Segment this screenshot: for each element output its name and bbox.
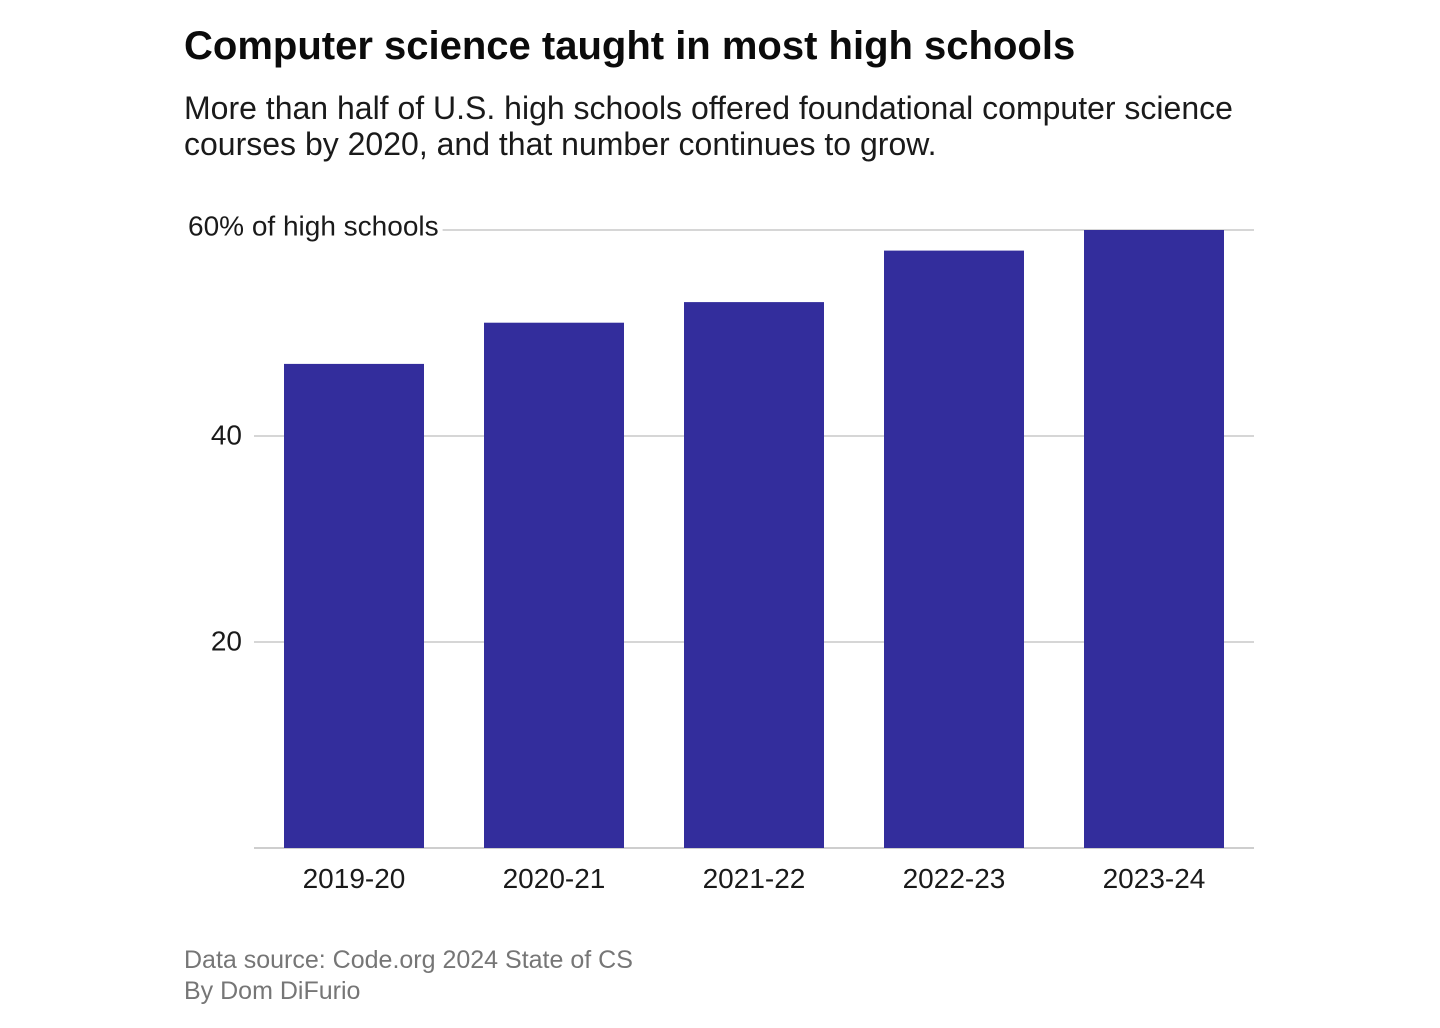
y-tick-label: 60% of high schools [188, 210, 439, 241]
y-axis-labels: 20 40 60% of high schools [188, 210, 439, 656]
bar-2023-24 [1084, 230, 1224, 848]
y-tick-label: 40 [211, 419, 242, 450]
x-tick-label: 2022-23 [903, 863, 1006, 894]
byline: By Dom DiFurio [184, 977, 361, 1005]
bar-2022-23 [884, 250, 1024, 849]
bars [284, 230, 1224, 849]
y-tick-label: 20 [211, 625, 242, 656]
x-axis-labels: 2019-20 2020-21 2021-22 2022-23 2023-24 [303, 863, 1206, 894]
bar-2020-21 [484, 322, 624, 848]
bar-2019-20 [284, 363, 424, 848]
x-tick-label: 2019-20 [303, 863, 406, 894]
chart-subtitle: More than half of U.S. high schools offe… [184, 90, 1233, 162]
data-source: Data source: Code.org 2024 State of CS [184, 946, 633, 974]
x-tick-label: 2020-21 [503, 863, 606, 894]
chart-footer: Data source: Code.org 2024 State of CS B… [184, 945, 633, 1007]
x-tick-label: 2023-24 [1103, 863, 1206, 894]
chart-title: Computer science taught in most high sch… [184, 24, 1076, 68]
x-tick-label: 2021-22 [703, 863, 806, 894]
bar-2021-22 [684, 302, 824, 849]
